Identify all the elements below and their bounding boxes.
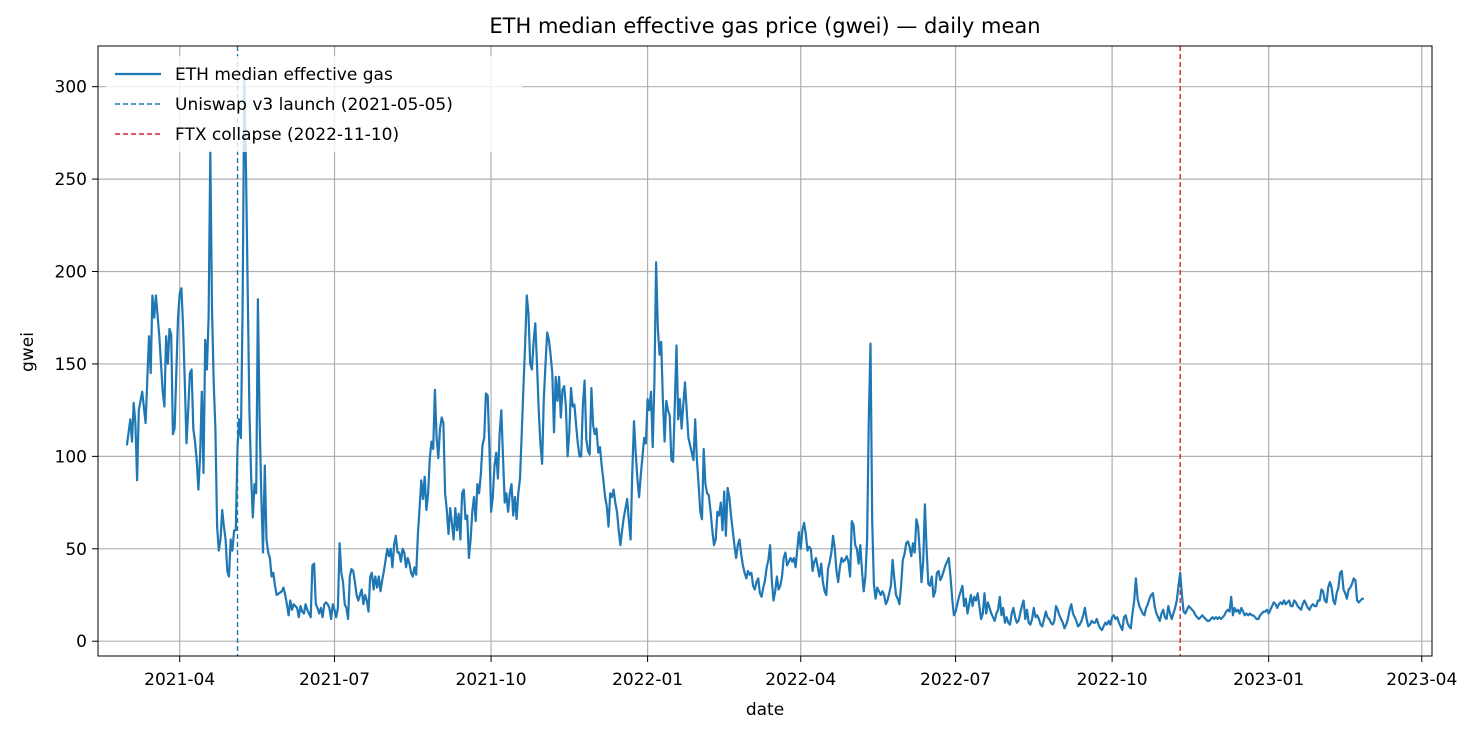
y-axis-label: gwei bbox=[18, 332, 38, 372]
series-line-eth-gas bbox=[125, 76, 1364, 632]
legend-label-ftx: FTX collapse (2022-11-10) bbox=[175, 125, 399, 145]
y-tick-label: 150 bbox=[55, 355, 87, 375]
x-tick-label: 2022-04 bbox=[765, 670, 836, 690]
x-axis: 2021-04 2021-07 2021-10 2022-01 2022-04 2022-… bbox=[144, 656, 1457, 690]
x-tick-label: 2023-01 bbox=[1233, 670, 1304, 690]
y-axis: 0 50 100 150 200 250 300 bbox=[55, 78, 98, 652]
x-tick-label: 2022-01 bbox=[612, 670, 683, 690]
x-tick-label: 2023-04 bbox=[1386, 670, 1457, 690]
x-tick-label: 2021-10 bbox=[456, 670, 527, 690]
plot-frame bbox=[97, 45, 1433, 657]
x-tick-label: 2021-07 bbox=[299, 670, 370, 690]
y-tick-label: 250 bbox=[55, 170, 87, 190]
x-tick-label: 2022-10 bbox=[1077, 670, 1148, 690]
x-tick-label: 2022-07 bbox=[920, 670, 991, 690]
legend: ETH median effective gas Uniswap v3 laun… bbox=[106, 56, 522, 152]
y-tick-label: 100 bbox=[55, 447, 87, 467]
y-tick-label: 200 bbox=[55, 263, 87, 283]
x-tick-label: 2021-04 bbox=[144, 670, 215, 690]
legend-box bbox=[106, 56, 522, 152]
y-tick-label: 0 bbox=[76, 632, 87, 652]
legend-label-series: ETH median effective gas bbox=[175, 65, 393, 85]
x-axis-label: date bbox=[746, 700, 784, 720]
y-tick-label: 50 bbox=[65, 540, 87, 560]
legend-label-uniswap: Uniswap v3 launch (2021-05-05) bbox=[175, 95, 453, 115]
chart-title: ETH median effective gas price (gwei) — … bbox=[489, 14, 1040, 38]
y-tick-label: 300 bbox=[55, 78, 87, 98]
reference-lines bbox=[236, 46, 1181, 656]
